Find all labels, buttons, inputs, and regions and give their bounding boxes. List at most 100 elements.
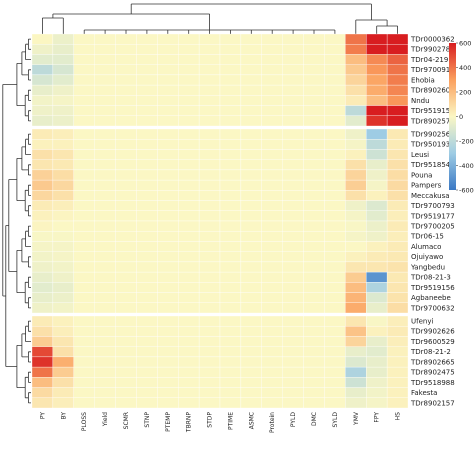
heatmap-cell [366,261,388,273]
heatmap-cell [52,336,74,347]
heatmap-cell [31,377,54,388]
heatmap-cell [386,74,409,86]
heatmap-cell [73,326,95,337]
heatmap-cell [324,159,346,171]
heatmap-cell [303,149,325,160]
heatmap-cell [219,302,242,314]
heatmap-cell [198,346,221,358]
heatmap-cell [282,292,304,303]
heatmap-cell [198,95,221,106]
heatmap-cell [31,64,54,76]
heatmap-cell [282,302,304,314]
heatmap-cell [366,366,388,378]
heatmap-cell [386,159,409,171]
column-dendrogram [42,3,398,34]
heatmap-cell [52,74,74,86]
heatmap-cell [73,190,95,201]
heatmap-cell [115,84,137,96]
heatmap-cell [324,336,346,347]
heatmap-cell [31,149,54,160]
heatmap-cell [386,139,409,150]
heatmap-cell [366,315,388,327]
heatmap-cell [282,231,304,242]
heatmap-cell [115,139,137,150]
heatmap-cell [303,377,325,388]
heatmap-cell [157,139,179,150]
heatmap-cell [94,84,116,96]
heatmap-cell [31,346,54,358]
heatmap-cell [219,356,242,368]
heatmap-cell [282,74,304,86]
heatmap-cell [136,54,158,65]
heatmap-cell [94,44,116,55]
heatmap-cell [31,115,54,127]
heatmap-cell [115,149,137,160]
heatmap-cell [115,315,137,327]
heatmap-cell [115,397,137,409]
heatmap-cell [52,64,74,76]
heatmap-cell [219,210,242,222]
heatmap-cell [366,336,388,347]
heatmap-cell [94,33,116,45]
heatmap-cell [31,220,54,232]
heatmap-cell [240,115,262,127]
heatmap-cell [136,64,158,76]
heatmap-cell [73,105,95,116]
row-label: TDr9902626 [410,328,455,336]
heatmap-cell [345,315,367,327]
heatmap-cell [94,139,116,150]
heatmap-cell [157,292,179,303]
heatmap-cell [261,190,283,201]
heatmap-cell [94,282,116,293]
heatmap-cell [136,149,158,160]
heatmap-cell [157,302,179,314]
heatmap-cell [366,105,388,116]
row-dendrogram-branches [2,38,31,404]
heatmap-cell [31,387,54,398]
heatmap-cell [52,179,74,191]
heatmap-cell [219,179,242,191]
heatmap-cell [178,190,200,201]
row-label: Nndu [411,97,430,105]
heatmap-cell [157,105,179,116]
heatmap-cell [386,190,409,201]
heatmap-cell [386,397,409,409]
heatmap-cell [386,105,409,116]
heatmap-cell [366,84,388,96]
heatmap-cell [115,159,137,171]
heatmap-cell [219,346,242,358]
heatmap-cell [324,44,346,55]
heatmap-cell [157,231,179,242]
column-label: FPY [374,412,381,423]
heatmap-cell [198,149,221,160]
heatmap-cell [345,366,367,378]
heatmap-cell [219,315,242,327]
heatmap-cell [303,169,325,181]
heatmap-cell [386,366,409,378]
row-labels: TDr0000362 TDr9902789 TDr04-219 TDr9700917 E… [410,36,455,408]
heatmap-cell [324,179,346,191]
heatmap-cell [31,54,54,65]
heatmap-cell [345,54,367,65]
heatmap-cell [178,200,200,211]
heatmap-cell [219,200,242,211]
heatmap-cell [240,292,262,303]
heatmap-cell [303,84,325,96]
heatmap-cell [324,292,346,303]
heatmap-cell [303,139,325,150]
heatmap-cell [136,33,158,45]
heatmap-cell [303,366,325,378]
column-label: PTIME [227,412,234,430]
heatmap-cell [261,231,283,242]
heatmap-cell [115,326,137,337]
heatmap-cell [219,271,242,283]
heatmap-cell [345,336,367,347]
heatmap-cell [31,231,54,242]
heatmap-cell [73,282,95,293]
heatmap-cell [366,33,388,45]
heatmap-cell [386,179,409,191]
heatmap-cell [386,231,409,242]
heatmap-cell [303,356,325,368]
heatmap-cell [240,241,262,252]
